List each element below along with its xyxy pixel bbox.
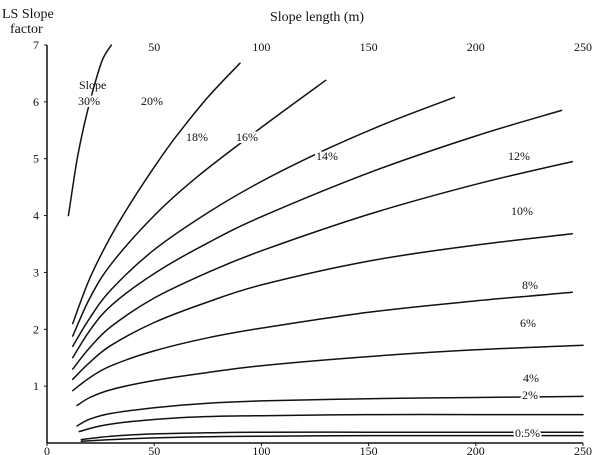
series-label-halo: 6%: [520, 316, 536, 330]
series-label-halo: 2%: [522, 388, 538, 402]
top-tick-label: 200: [467, 40, 485, 54]
slope-curve-14pct: [71, 109, 563, 359]
series-label: 6%: [520, 316, 536, 330]
series-label-halo: 30%: [78, 94, 100, 108]
y-axis-title-line2: factor: [10, 22, 43, 37]
series-label: 2%: [522, 388, 538, 402]
y-tick-label: 5: [33, 152, 39, 166]
series-label: 20%: [141, 94, 163, 108]
x-tick-label: 50: [148, 444, 160, 455]
series-label-halo: 0.5%: [515, 426, 540, 440]
series-label: 18%: [186, 130, 208, 144]
y-tick-label: 2: [33, 322, 39, 336]
series-label-halo: 8%: [522, 278, 538, 292]
series-label: 4%: [523, 371, 539, 385]
slope-curve-unlabeled: [80, 434, 584, 443]
slope-curve-12pct: [71, 160, 574, 370]
series-label: 30%: [78, 94, 100, 108]
y-tick-label: 6: [33, 95, 39, 109]
slope-curve-16pct: [71, 96, 456, 348]
series-label-halo: 20%: [141, 94, 163, 108]
x-tick-label: 0: [44, 444, 50, 455]
x-tick-label: 150: [360, 444, 378, 455]
series-label: 0.5%: [515, 426, 540, 440]
top-tick-label: 50: [148, 40, 160, 54]
y-axis-title-line1: LS Slope: [2, 7, 54, 22]
series-label: 16%: [236, 130, 258, 144]
slope-curve-18pct: [71, 79, 327, 337]
slope-curve-2pct: [78, 413, 584, 433]
series-label-halo: 12%: [508, 149, 530, 163]
series-label-halo: 10%: [511, 204, 533, 218]
slope-curve-4pct: [76, 395, 584, 427]
series-label: 10%: [511, 204, 533, 218]
y-tick-label: 7: [33, 38, 39, 52]
series-label-halo: 18%: [186, 130, 208, 144]
series-label-halo: 14%: [316, 149, 338, 163]
series-label: 12%: [508, 149, 530, 163]
y-tick-label: 1: [33, 379, 39, 393]
x-tick-label: 250: [574, 444, 592, 455]
series-label-halo: 4%: [523, 371, 539, 385]
slope-word-label: Slope: [79, 78, 106, 92]
top-tick-label: 100: [252, 40, 270, 54]
slope-curve-10pct: [71, 233, 574, 381]
slope-curve-30pct: [67, 44, 113, 217]
x-tick-group: 0 50 100 150 200 250: [44, 443, 592, 455]
slope-curve-20pct: [71, 62, 241, 325]
slope-curve-0-5pct: [80, 431, 584, 441]
y-tick-label: 3: [33, 265, 39, 279]
top-tick-label: 150: [360, 40, 378, 54]
series-label: 14%: [316, 149, 338, 163]
top-tick-label: 250: [574, 40, 592, 54]
curve-group: [67, 44, 584, 443]
y-tick-label: 4: [33, 209, 39, 223]
series-label: 8%: [522, 278, 538, 292]
x-tick-label: 200: [467, 444, 485, 455]
series-label-group: 30%30% 20%20%18%18% 16%16%14%14% 12%12%10%1…: [76, 92, 542, 442]
x-tick-label: 100: [252, 444, 270, 455]
top-axis-title: Slope length (m): [270, 10, 364, 25]
top-tick-group: 50 100 150 200 250: [148, 40, 592, 54]
series-label-halo: 16%: [236, 130, 258, 144]
y-tick-group: 1 2 3 4 5 6 7: [33, 38, 47, 393]
slope-curve-6pct: [76, 344, 584, 407]
slope-curve-8pct: [71, 291, 574, 392]
